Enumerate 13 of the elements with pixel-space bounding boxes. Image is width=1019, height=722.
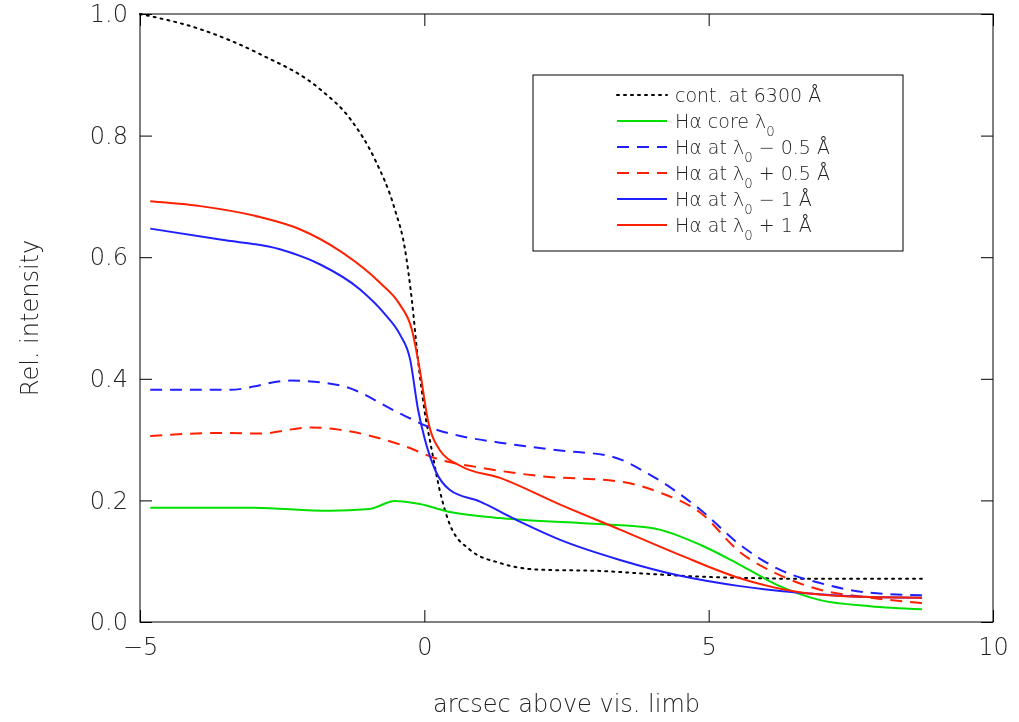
legend-label: Hα core λ$_{0}$ [675,110,775,139]
y-tick-label: 0.6 [89,243,128,272]
y-tick-label: 1.0 [89,0,128,29]
x-axis-title: arcsec above vis. limb [432,690,701,718]
line-series [149,500,923,611]
y-axis-title: Rel. intensity [16,239,44,397]
x-tick-label: 5 [701,633,717,662]
x-tick-label: 10 [978,633,1009,662]
y-tick-label: 0.8 [89,121,128,150]
y-tick-label: 0.2 [89,486,128,515]
x-tick-label: 0 [417,633,433,662]
y-tick-label: 0.4 [89,364,128,393]
legend-label: cont. at 6300 Å [675,84,822,106]
